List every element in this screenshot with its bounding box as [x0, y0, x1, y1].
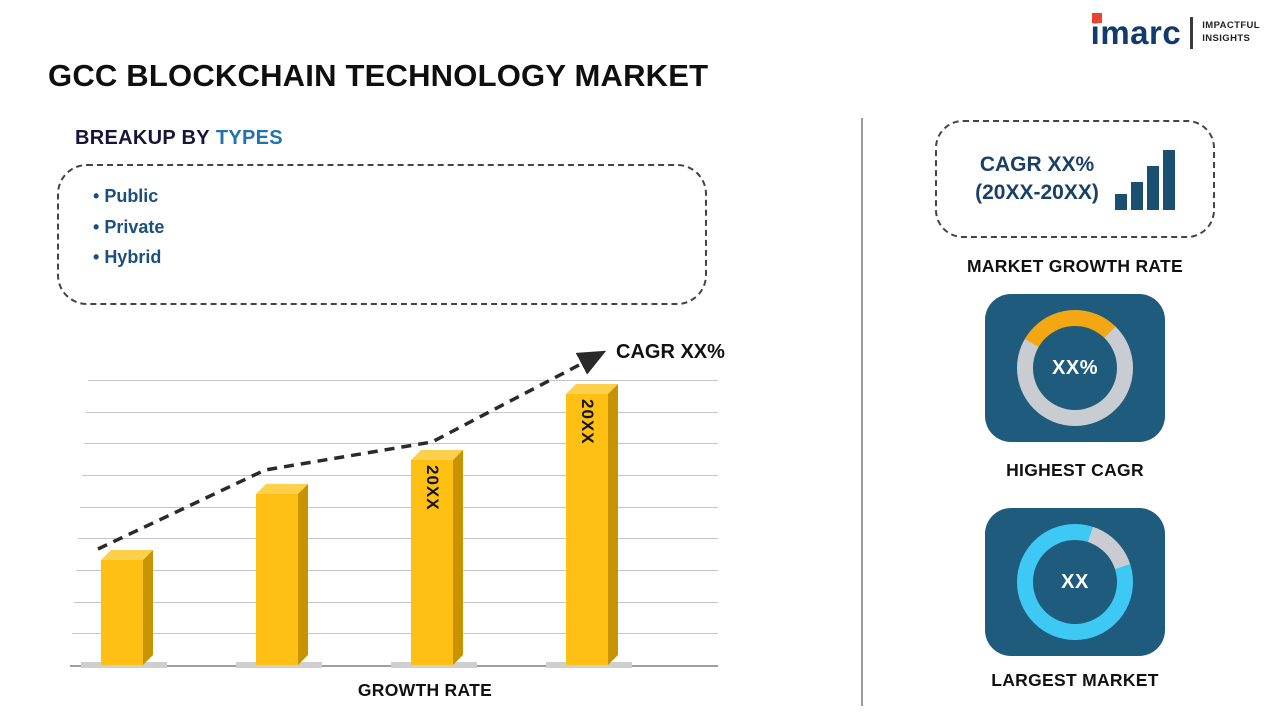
list-item: Private [93, 212, 705, 243]
bar-front-face [566, 394, 608, 665]
x-axis-label: GROWTH RATE [357, 680, 493, 700]
gridline [78, 538, 718, 540]
gridline [84, 443, 718, 445]
list-item: Public [93, 181, 705, 212]
cagr-box-text: CAGR XX% (20XX-20XX) [975, 151, 1099, 208]
gridline [80, 506, 718, 508]
bar-shadow [81, 662, 167, 668]
bar-chart-icon [1114, 148, 1175, 210]
highest-cagr-label: HIGHEST CAGR [1006, 460, 1144, 480]
cagr-dashed-box: CAGR XX% (20XX-20XX) [935, 120, 1215, 238]
highest-cagr-donut: XX% [1017, 310, 1133, 426]
bar-side-face [298, 484, 308, 665]
bar [256, 484, 308, 665]
logo-tagline-line1: IMPACTFUL [1202, 20, 1260, 32]
bar-plot-area: 20XX 20XX [60, 380, 730, 668]
donut-hole [1033, 540, 1117, 624]
trend-arrow [97, 350, 607, 551]
imarc-logo: imarc IMPACTFUL INSIGHTS [1090, 13, 1260, 51]
bar-side-face [143, 550, 153, 665]
logo-tagline-line2: INSIGHTS [1202, 32, 1251, 44]
donut-hole [1033, 326, 1117, 410]
cagr-box-line1: CAGR XX% [979, 152, 1095, 176]
bar-shadow [391, 662, 477, 668]
bar: 20XX [411, 450, 463, 665]
gridline [72, 633, 718, 635]
bar-side-face [453, 450, 463, 665]
breakup-types-list: Public Private Hybrid [93, 181, 705, 273]
bar-label: 20XX [423, 465, 442, 511]
logo-wordmark: imarc [1090, 14, 1182, 51]
bar-top-face [411, 450, 463, 460]
gridline [86, 411, 718, 413]
vertical-divider [861, 118, 863, 706]
bar-shadow [546, 662, 632, 668]
gridline [88, 380, 718, 381]
largest-market-donut: XX [1017, 524, 1133, 640]
bar-label: 20XX [578, 399, 597, 445]
donut-center-label: XX [1061, 570, 1089, 593]
bar-front-face [411, 460, 453, 665]
bar-top-face [101, 550, 153, 560]
gridline [74, 601, 718, 603]
highest-cagr-tile: XX% [985, 294, 1165, 442]
bar: 20XX [566, 384, 618, 665]
growth-rate-bar-chart: 20XX 20XX CAGR XX% GROWTH RATE [60, 330, 730, 705]
cagr-annotation: CAGR XX% [616, 341, 725, 363]
breakup-heading: BREAKUP BY TYPES [75, 127, 283, 150]
gridline [82, 475, 718, 476]
page-title: GCC BLOCKCHAIN TECHNOLOGY MARKET [48, 58, 709, 93]
breakup-heading-prefix: BREAKUP BY [75, 127, 210, 149]
bar-shadow [236, 662, 322, 668]
logo-brand-text: imarc [1090, 13, 1182, 51]
largest-market-label: LARGEST MARKET [991, 670, 1159, 690]
bar-front-face [101, 560, 143, 665]
breakup-heading-highlight: TYPES [215, 127, 283, 149]
logo-separator [1190, 16, 1194, 49]
list-item: Hybrid [93, 242, 705, 273]
breakup-types-box: Public Private Hybrid [57, 164, 707, 305]
logo-tagline: IMPACTFUL INSIGHTS [1202, 20, 1260, 45]
market-growth-rate-label: MARKET GROWTH RATE [966, 256, 1184, 276]
donut-center-label: XX% [1052, 356, 1098, 379]
bar-top-face [256, 484, 308, 494]
cagr-box-line2: (20XX-20XX) [975, 181, 1099, 204]
logo-flag-icon [1091, 13, 1102, 23]
bar-side-face [608, 384, 618, 665]
bar-front-face [256, 494, 298, 665]
bar-top-face [566, 384, 618, 394]
bar [101, 550, 153, 665]
gridline [76, 570, 718, 571]
largest-market-tile: XX [985, 508, 1165, 656]
